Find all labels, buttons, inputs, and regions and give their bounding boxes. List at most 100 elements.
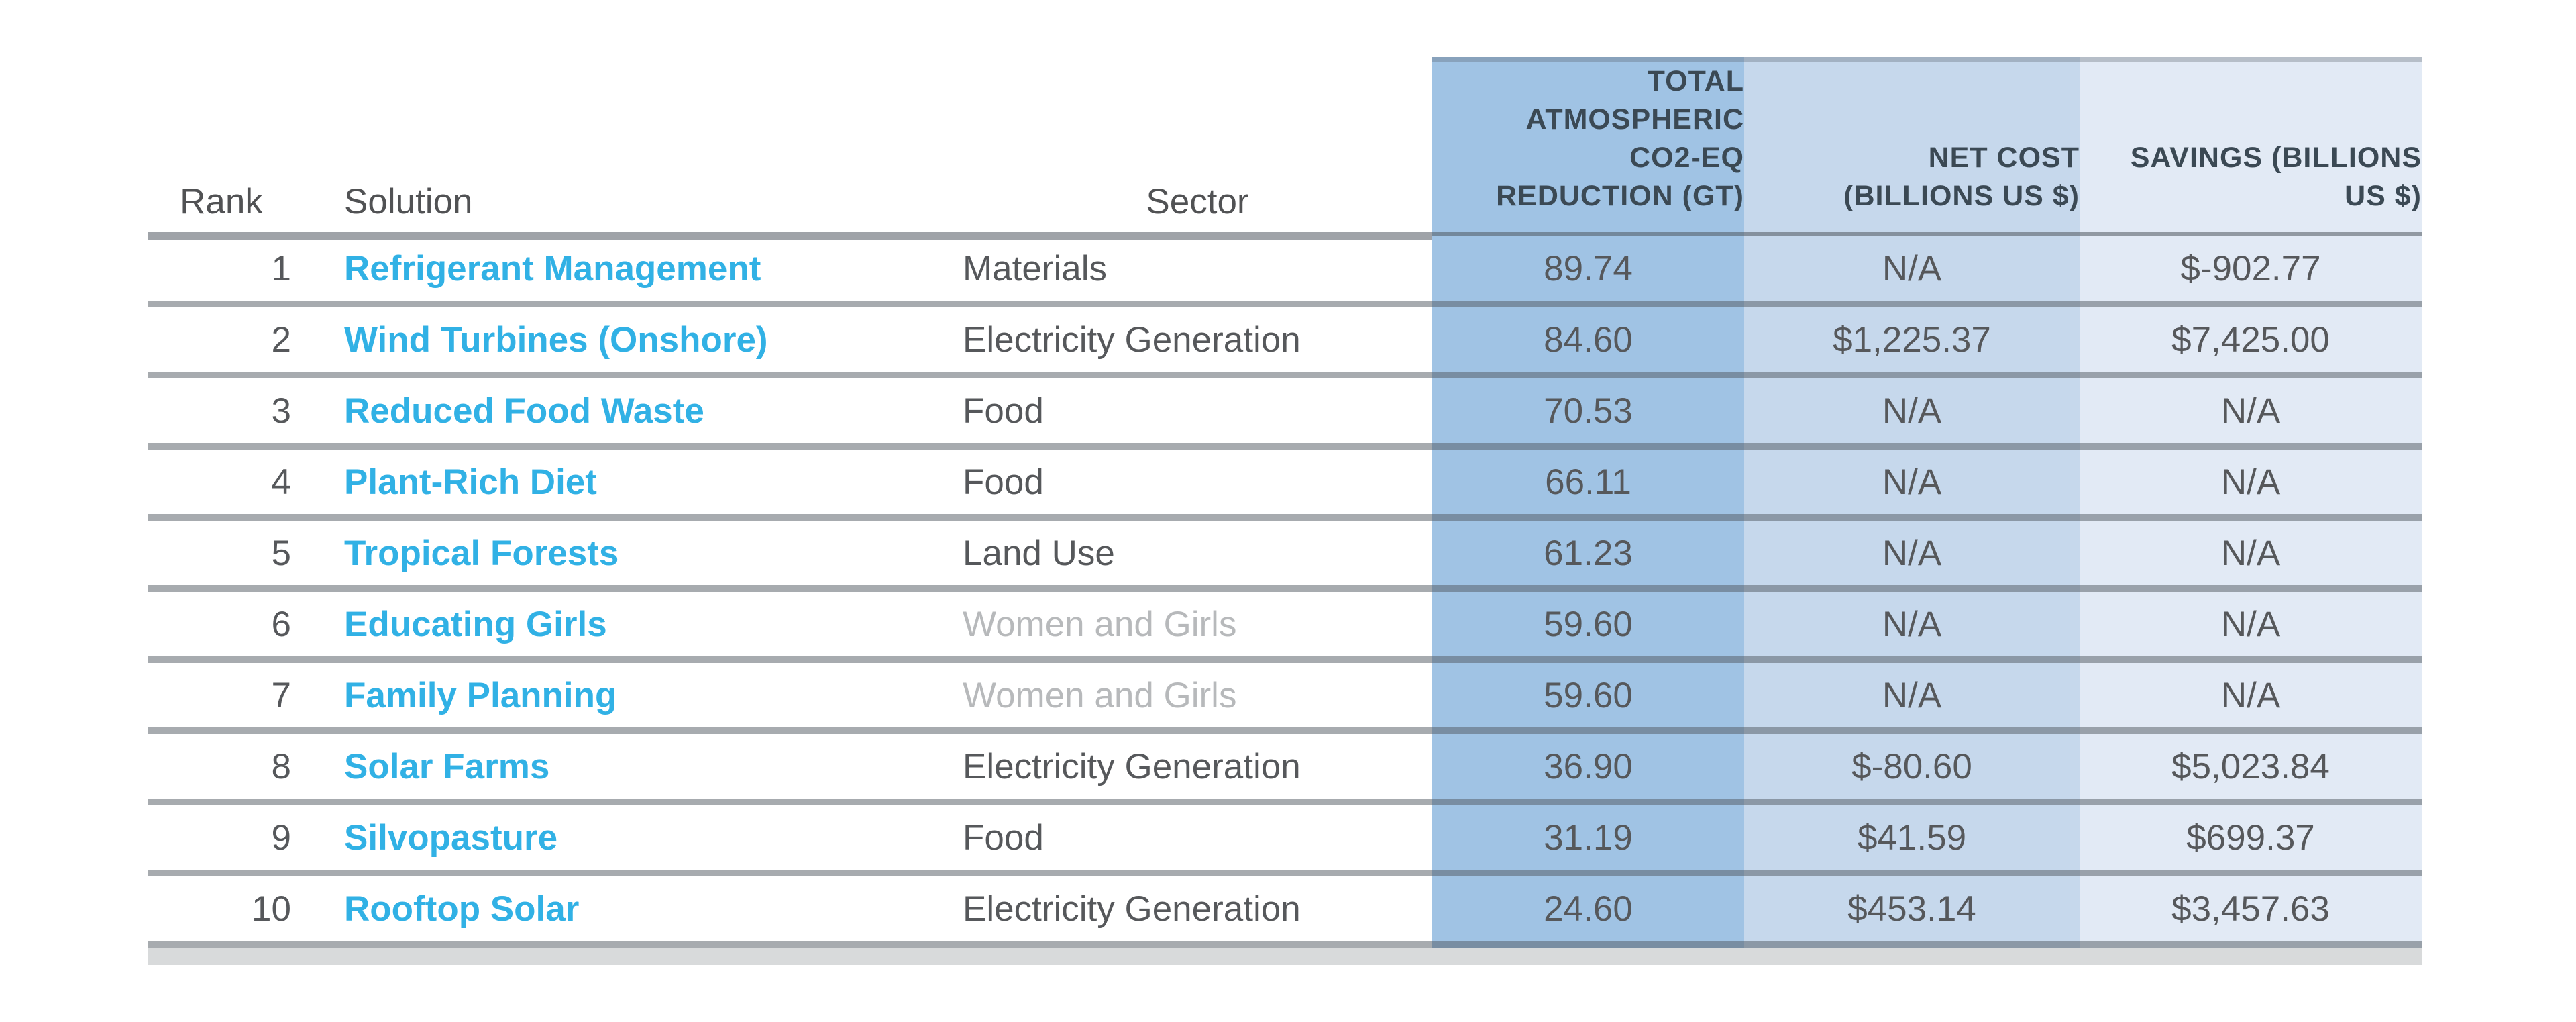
- net-cost-header-line: NET COST: [1928, 142, 2080, 174]
- solution-header: Solution: [344, 57, 963, 240]
- co2-header-line: REDUCTION (GT): [1496, 180, 1744, 212]
- net-cost-cell: N/A: [1744, 663, 2080, 734]
- header-spacer: [295, 57, 344, 240]
- solution-link[interactable]: Refrigerant Management: [344, 248, 761, 289]
- rank-cell: 10: [148, 876, 295, 948]
- row-spacer: [295, 592, 344, 663]
- solution-cell: Refrigerant Management: [344, 236, 963, 307]
- co2-value-cell: 59.60: [1432, 663, 1744, 734]
- rank-cell: 2: [148, 307, 295, 378]
- rank-cell: 7: [148, 663, 295, 734]
- net-cost-cell: N/A: [1744, 450, 2080, 521]
- rank-cell: 1: [148, 236, 295, 307]
- rank-cell: 9: [148, 805, 295, 876]
- savings-cell: N/A: [2080, 450, 2422, 521]
- net-cost-cell: $-80.60: [1744, 734, 2080, 805]
- row-spacer: [295, 663, 344, 734]
- savings-cell: N/A: [2080, 521, 2422, 592]
- table-row: 6 Educating Girls Women and Girls 59.60 …: [148, 592, 2422, 663]
- table-row: 8 Solar Farms Electricity Generation 36.…: [148, 734, 2422, 805]
- row-spacer: [295, 876, 344, 948]
- sector-cell: Women and Girls: [963, 663, 1432, 734]
- sector-cell: Food: [963, 805, 1432, 876]
- row-spacer: [295, 805, 344, 876]
- solution-cell: Solar Farms: [344, 734, 963, 805]
- table-body: 1 Refrigerant Management Materials 89.74…: [148, 236, 2422, 948]
- sector-cell: Food: [963, 378, 1432, 450]
- co2-value-cell: 70.53: [1432, 378, 1744, 450]
- co2-reduction-header: TOTAL ATMOSPHERIC CO2-EQ REDUCTION (GT): [1432, 57, 1744, 240]
- solution-link[interactable]: Tropical Forests: [344, 533, 619, 573]
- co2-value-cell: 89.74: [1432, 236, 1744, 307]
- solution-link[interactable]: Plant-Rich Diet: [344, 462, 597, 502]
- table-row: 3 Reduced Food Waste Food 70.53 N/A N/A: [148, 378, 2422, 450]
- net-cost-header: NET COST (BILLIONS US $): [1744, 57, 2080, 240]
- rank-cell: 6: [148, 592, 295, 663]
- solution-link[interactable]: Reduced Food Waste: [344, 391, 704, 431]
- solution-cell: Tropical Forests: [344, 521, 963, 592]
- solution-cell: Silvopasture: [344, 805, 963, 876]
- row-spacer: [295, 378, 344, 450]
- table-bottom-bar: [148, 948, 2422, 965]
- sector-cell: Materials: [963, 236, 1432, 307]
- savings-header-line: US $): [2345, 180, 2422, 212]
- savings-cell: $5,023.84: [2080, 734, 2422, 805]
- solution-cell: Reduced Food Waste: [344, 378, 963, 450]
- sector-cell: Land Use: [963, 521, 1432, 592]
- sector-cell: Women and Girls: [963, 592, 1432, 663]
- solution-header-label: Solution: [344, 182, 473, 221]
- co2-header-line: ATMOSPHERIC: [1525, 103, 1744, 136]
- savings-cell: N/A: [2080, 592, 2422, 663]
- co2-header-line: CO2-EQ: [1629, 142, 1744, 174]
- rank-cell: 3: [148, 378, 295, 450]
- savings-cell: $3,457.63: [2080, 876, 2422, 948]
- net-cost-cell: $41.59: [1744, 805, 2080, 876]
- rank-header-label: Rank: [180, 182, 263, 221]
- co2-value-cell: 66.11: [1432, 450, 1744, 521]
- row-spacer: [295, 307, 344, 378]
- table-row: 9 Silvopasture Food 31.19 $41.59 $699.37: [148, 805, 2422, 876]
- net-cost-cell: N/A: [1744, 236, 2080, 307]
- solutions-table: Rank Solution Sector TOTAL ATMOSPHERIC C…: [148, 57, 2422, 965]
- solution-link[interactable]: Wind Turbines (Onshore): [344, 319, 768, 360]
- table-row: 7 Family Planning Women and Girls 59.60 …: [148, 663, 2422, 734]
- savings-header: SAVINGS (BILLIONS US $): [2080, 57, 2422, 240]
- solution-link[interactable]: Educating Girls: [344, 604, 607, 644]
- table-row: 4 Plant-Rich Diet Food 66.11 N/A N/A: [148, 450, 2422, 521]
- table-row: 1 Refrigerant Management Materials 89.74…: [148, 236, 2422, 307]
- net-cost-cell: N/A: [1744, 378, 2080, 450]
- net-cost-header-line: (BILLIONS US $): [1843, 180, 2080, 212]
- savings-cell: $699.37: [2080, 805, 2422, 876]
- solution-link[interactable]: Rooftop Solar: [344, 888, 580, 929]
- table-row: 5 Tropical Forests Land Use 61.23 N/A N/…: [148, 521, 2422, 592]
- co2-value-cell: 24.60: [1432, 876, 1744, 948]
- rank-cell: 5: [148, 521, 295, 592]
- sector-cell: Food: [963, 450, 1432, 521]
- sector-cell: Electricity Generation: [963, 307, 1432, 378]
- sector-header-label: Sector: [1146, 182, 1249, 221]
- sector-cell: Electricity Generation: [963, 876, 1432, 948]
- net-cost-cell: $453.14: [1744, 876, 2080, 948]
- solution-cell: Plant-Rich Diet: [344, 450, 963, 521]
- solution-link[interactable]: Family Planning: [344, 675, 617, 715]
- solution-cell: Family Planning: [344, 663, 963, 734]
- savings-cell: $-902.77: [2080, 236, 2422, 307]
- rank-header: Rank: [148, 57, 295, 240]
- table-row: 10 Rooftop Solar Electricity Generation …: [148, 876, 2422, 948]
- net-cost-cell: $1,225.37: [1744, 307, 2080, 378]
- sector-cell: Electricity Generation: [963, 734, 1432, 805]
- co2-value-cell: 84.60: [1432, 307, 1744, 378]
- co2-value-cell: 61.23: [1432, 521, 1744, 592]
- net-cost-cell: N/A: [1744, 592, 2080, 663]
- row-spacer: [295, 521, 344, 592]
- row-spacer: [295, 734, 344, 805]
- solution-link[interactable]: Solar Farms: [344, 746, 550, 786]
- sector-header: Sector: [963, 57, 1432, 240]
- solution-link[interactable]: Silvopasture: [344, 817, 558, 858]
- row-spacer: [295, 236, 344, 307]
- solution-cell: Educating Girls: [344, 592, 963, 663]
- savings-cell: N/A: [2080, 378, 2422, 450]
- co2-value-cell: 59.60: [1432, 592, 1744, 663]
- table-header-row: Rank Solution Sector TOTAL ATMOSPHERIC C…: [148, 57, 2422, 240]
